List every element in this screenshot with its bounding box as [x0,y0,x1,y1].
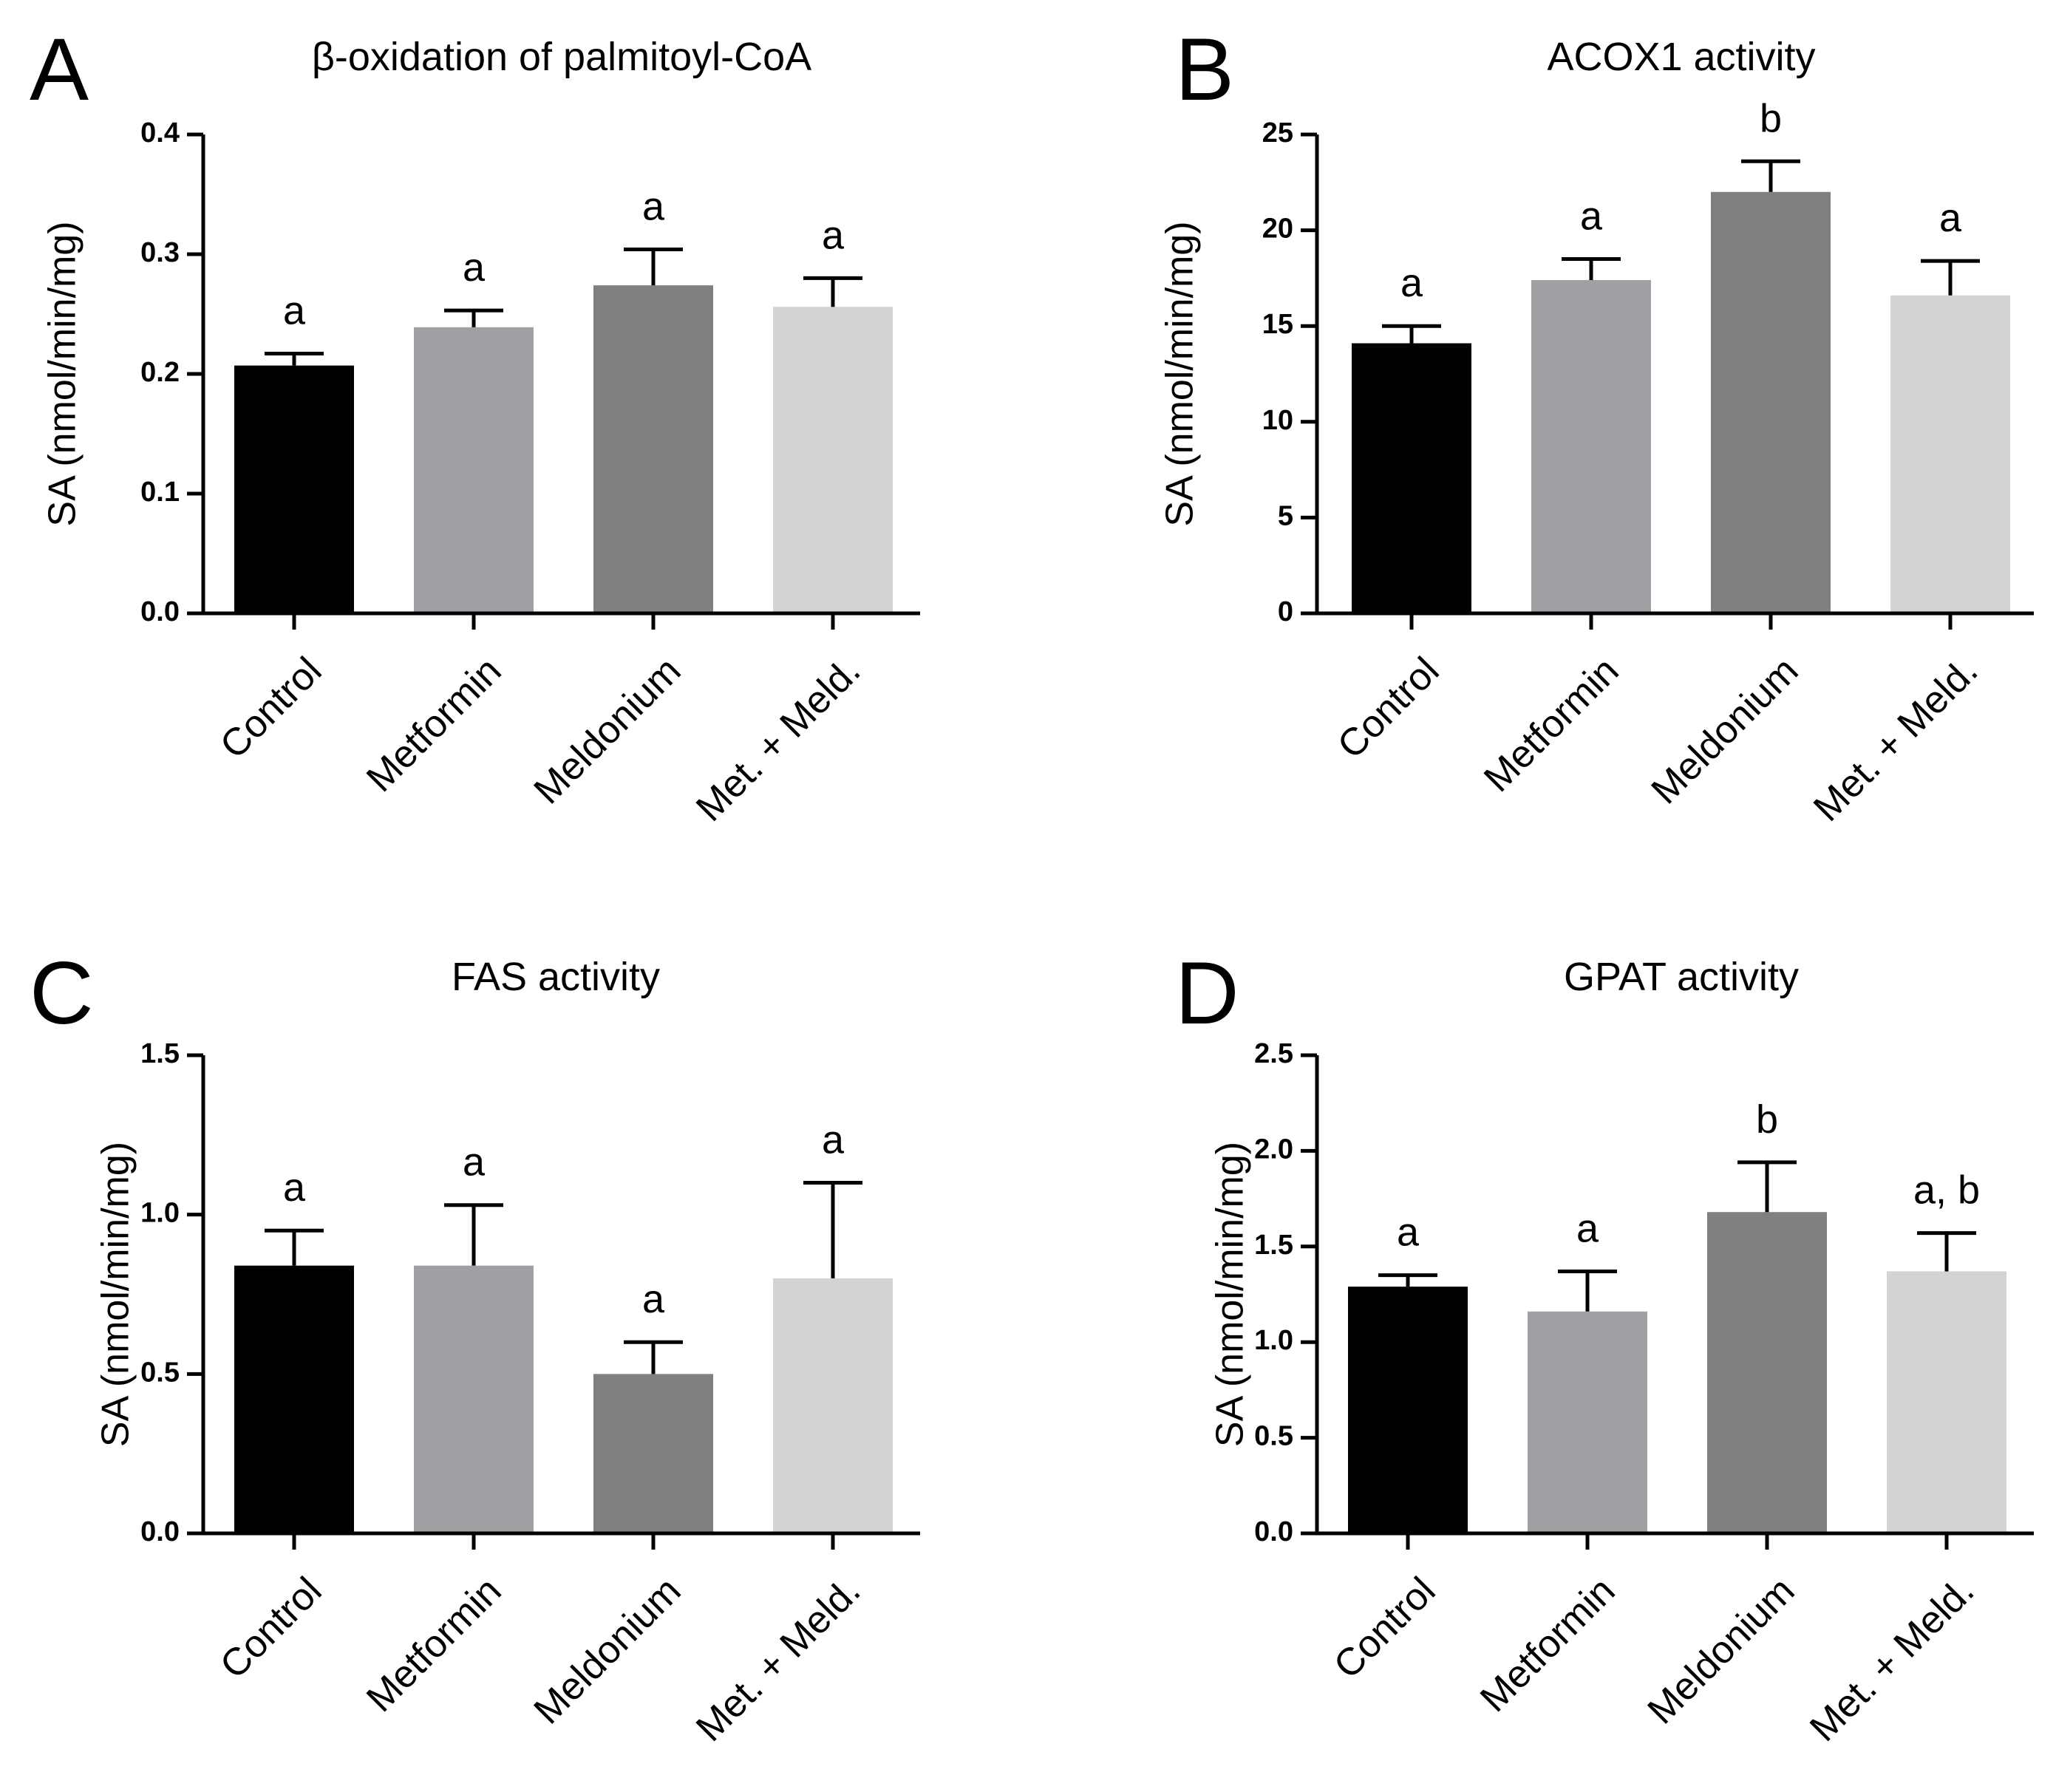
panel-c: C FAS activity SA (nmol/min/mg) a a a a 0.0 0.5 1… [30,944,920,1750]
bar [1348,1287,1468,1533]
x-tick-label: Met. + Meld. [1805,649,1986,829]
x-tick-label: Metformin [1472,1569,1623,1720]
y-tick-label: 0.0 [140,1516,180,1547]
bar [1890,295,2010,613]
chart-title: β-oxidation of palmitoyl-CoA [312,35,811,79]
significance-label: a [822,213,845,257]
bar [593,1374,713,1533]
x-tick-label: Meldonium [1644,649,1807,812]
significance-label: a [1939,196,1962,240]
y-tick-label: 10 [1262,405,1293,436]
y-axis-label: SA (nmol/min/mg) [1209,1142,1252,1447]
x-tick-label: Meldonium [526,1569,690,1732]
y-tick-label: 0.4 [140,117,180,149]
significance-label: a [822,1118,845,1162]
significance-label: a [283,288,306,333]
significance-label: b [1756,1097,1778,1142]
bar [1352,343,1471,613]
bar [1711,191,1831,613]
panel-b: B ACOX1 activity SA (nmol/min/mg) a a b a 0 5 10 1… [1159,20,2034,830]
bar [773,1278,893,1533]
bar [1887,1271,2006,1533]
y-tick-label: 1.0 [140,1198,180,1229]
x-tick-label: Met. + Meld. [1802,1569,1982,1749]
y-tick-label: 0.2 [140,357,180,388]
x-tick-label: Metformin [358,1569,509,1720]
y-axis-label: SA (nmol/min/mg) [1159,221,1202,526]
y-tick-label: 2.5 [1254,1038,1293,1069]
y-tick-label: 20 [1262,214,1293,245]
y-tick-label: 0.0 [140,596,180,627]
significance-label: a, b [1913,1168,1980,1213]
significance-label: a [1576,1206,1599,1250]
panel-letter: A [30,20,89,119]
y-tick-label: 1.5 [1254,1230,1293,1261]
significance-label: a [1397,1210,1420,1255]
significance-label: a [283,1165,306,1210]
bar [593,285,713,613]
chart-title: GPAT activity [1564,955,1799,999]
x-tick-label: Meldonium [526,649,690,812]
x-tick-label: Met. + Meld. [688,649,868,829]
x-tick-label: Meldonium [1640,1569,1803,1732]
bar [234,1265,354,1533]
y-tick-label: 0 [1278,596,1293,627]
panel-letter: B [1175,20,1234,119]
significance-label: b [1760,96,1782,140]
y-tick-label: 0.0 [1254,1516,1293,1547]
x-tick-label: Control [212,649,330,767]
significance-label: a [642,1277,665,1321]
x-tick-label: Control [1330,649,1448,767]
y-axis-label: SA (nmol/min/mg) [41,221,84,526]
panel-letter: D [1175,944,1239,1043]
y-tick-label: 5 [1278,500,1293,531]
y-tick-label: 0.3 [140,237,180,268]
bar [773,307,893,613]
significance-label: a [1400,261,1423,305]
y-tick-label: 0.5 [140,1357,180,1388]
bar [1707,1212,1827,1533]
bar [1531,279,1651,613]
x-tick-label: Control [212,1569,330,1687]
x-tick-label: Control [1326,1569,1444,1687]
y-tick-label: 15 [1262,309,1293,340]
chart-title: ACOX1 activity [1547,35,1815,79]
panel-d: D GPAT activity SA (nmol/min/mg) a a b a, b 0.0… [1175,944,2034,1750]
y-tick-label: 25 [1262,117,1293,149]
y-tick-label: 0.5 [1254,1421,1293,1452]
x-tick-label: Metformin [1476,649,1627,800]
significance-label: a [642,185,665,229]
bar [414,1265,534,1533]
x-tick-label: Met. + Meld. [688,1569,868,1749]
bar [414,327,534,613]
bar [234,365,354,613]
y-axis-label: SA (nmol/min/mg) [95,1142,137,1447]
y-tick-label: 1.5 [140,1038,180,1069]
x-tick-label: Metformin [358,649,509,800]
chart-title: FAS activity [452,955,660,999]
y-tick-label: 2.0 [1254,1134,1293,1165]
bar [1528,1311,1647,1533]
y-tick-label: 1.0 [1254,1325,1293,1356]
panel-letter: C [30,944,94,1043]
significance-label: a [463,245,486,290]
significance-label: a [463,1140,486,1185]
significance-label: a [1580,194,1603,238]
y-tick-label: 0.1 [140,477,180,508]
